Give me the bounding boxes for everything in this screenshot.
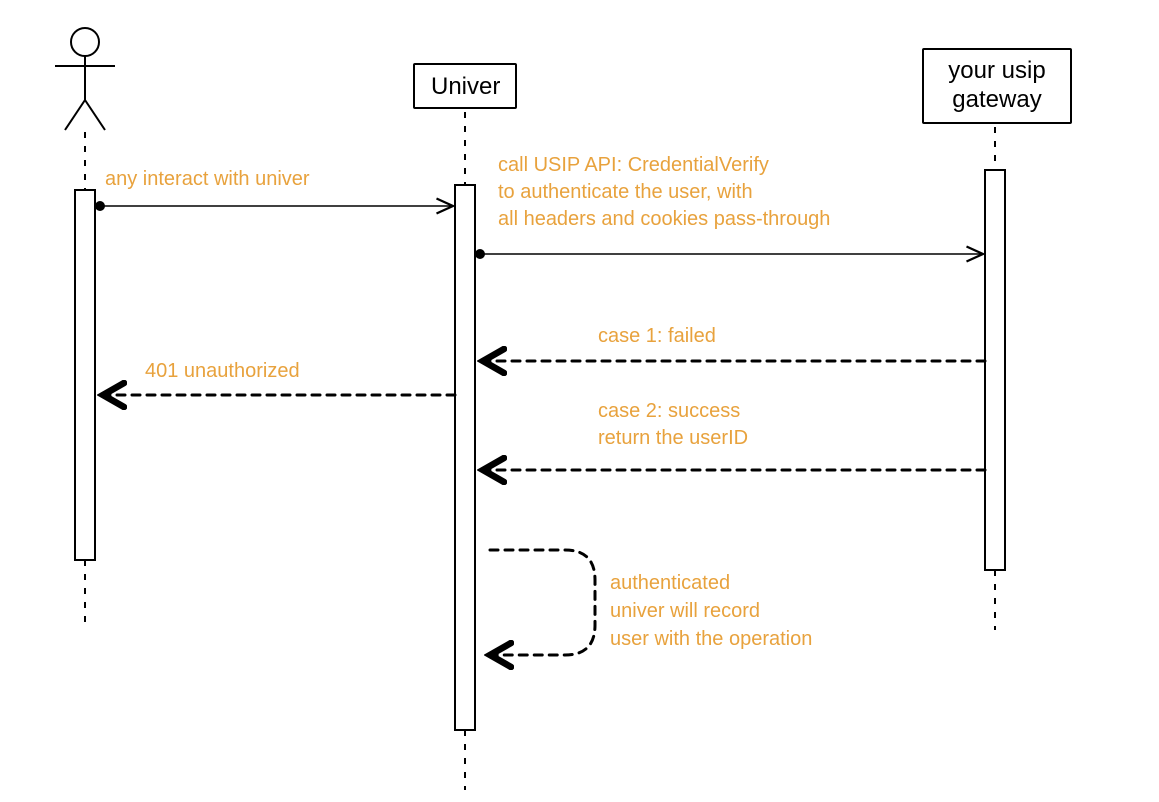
message-m4-text: 401 unauthorized — [145, 360, 300, 383]
participant-gateway: your usip gateway — [922, 48, 1072, 124]
message-m6-text: authenticated univer will record user wi… — [610, 569, 812, 653]
activation-univer — [455, 185, 475, 730]
message-m1-text: any interact with univer — [105, 168, 310, 191]
message-m3-text: case 1: failed — [598, 325, 716, 348]
activation-gateway — [985, 170, 1005, 570]
arrow-m6-selfloop — [490, 550, 595, 655]
message-m5-text: case 2: success return the userID — [598, 398, 748, 452]
actor-icon — [55, 28, 115, 130]
message-m2-text: call USIP API: CredentialVerify to authe… — [498, 152, 830, 233]
sequence-diagram: Univer your usip gateway any interact wi… — [0, 0, 1159, 802]
participant-univer: Univer — [413, 63, 517, 109]
participant-gateway-label: your usip gateway — [948, 57, 1045, 115]
activation-actor — [75, 190, 95, 560]
participant-univer-label: Univer — [431, 73, 500, 100]
